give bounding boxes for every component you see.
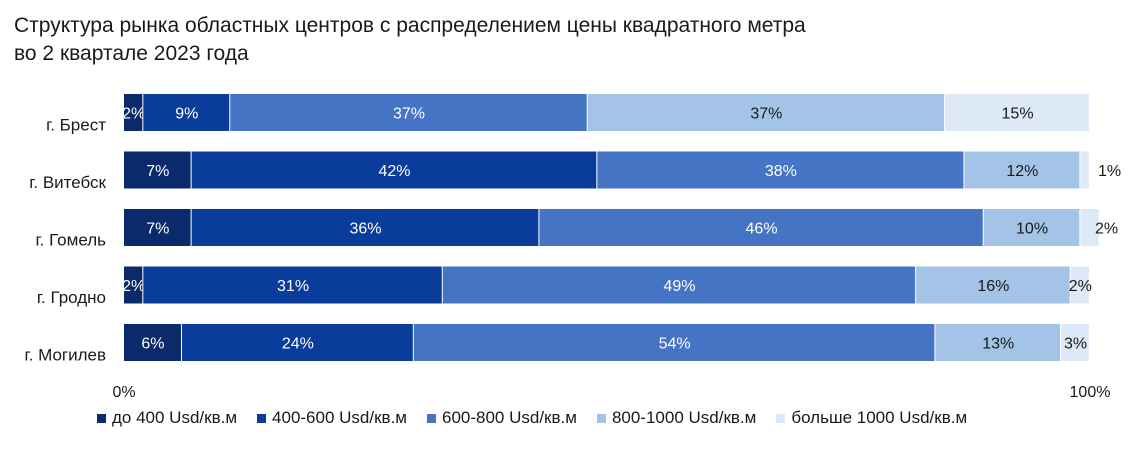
- category-label-0: г. Брест: [46, 116, 106, 135]
- data-label-0-2: 37%: [393, 106, 425, 123]
- data-label-3-2: 49%: [663, 278, 695, 295]
- legend-swatch-2: [426, 413, 436, 423]
- bar-segment-1-2: [597, 151, 964, 189]
- data-label-4-3: 13%: [982, 336, 1014, 353]
- data-label-0-4: 15%: [1002, 106, 1034, 123]
- bar-segment-3-2: [442, 266, 916, 304]
- data-label-3-3: 16%: [977, 278, 1009, 295]
- bar-segment-2-3: [983, 209, 1080, 246]
- data-label-0-1: 9%: [175, 106, 198, 123]
- chart-title-line-2: во 2 квартале 2023 года: [14, 42, 249, 65]
- legend-swatch-1: [257, 413, 267, 423]
- legend-item-2: 600-800 Usd/кв.м: [426, 408, 577, 428]
- legend-label-2: 600-800 Usd/кв.м: [441, 408, 577, 427]
- data-label-4-1: 24%: [282, 336, 314, 353]
- legend-item-3: 800-1000 Usd/кв.м: [596, 408, 757, 428]
- data-label-2-1: 36%: [349, 221, 381, 238]
- category-label-1: г. Витебск: [29, 173, 106, 192]
- bar-segment-3-3: [916, 266, 1070, 304]
- bar-segment-3-4: [1070, 266, 1089, 304]
- bar-segment-2-4: [1080, 209, 1099, 246]
- bar-segment-0-3: [587, 94, 945, 131]
- legend-swatch-4: [776, 413, 786, 423]
- data-label-2-2: 46%: [746, 221, 778, 238]
- legend-label-4: больше 1000 Usd/кв.м: [791, 408, 968, 427]
- legend-label-3: 800-1000 Usd/кв.м: [611, 408, 757, 427]
- data-label-4-2: 54%: [659, 336, 691, 353]
- data-label-3-1: 31%: [277, 278, 309, 295]
- legend-item-1: 400-600 Usd/кв.м: [257, 408, 407, 428]
- bar-segment-2-2: [539, 209, 983, 246]
- data-label-2-0: 7%: [146, 221, 169, 238]
- bar-segment-2-1: [191, 209, 539, 246]
- category-label-3: г. Гродно: [37, 288, 106, 307]
- bar-segment-2-0: [124, 209, 191, 246]
- legend-swatch-3: [596, 413, 606, 423]
- data-label-1-0: 7%: [146, 163, 169, 180]
- bar-segment-1-1: [191, 151, 597, 189]
- bar-segment-1-3: [964, 151, 1080, 189]
- bar-segment-4-0: [124, 324, 181, 361]
- data-label-3-4: 2%: [1069, 278, 1092, 295]
- data-label-4-0: 6%: [141, 336, 164, 353]
- chart-legend: до 400 Usd/кв.м 400-600 Usd/кв.м 600-800…: [97, 408, 967, 428]
- data-label-3-0: 2%: [122, 278, 145, 295]
- category-label-2: г. Гомель: [36, 231, 107, 250]
- chart-title: Структура рынка областных центров с расп…: [14, 12, 1014, 68]
- legend-swatch-0: [97, 413, 106, 423]
- data-label-1-3: 12%: [1006, 163, 1038, 180]
- bar-segment-1-4: [1080, 151, 1089, 189]
- data-label-1-2: 38%: [765, 163, 797, 180]
- bar-segment-0-0: [124, 94, 143, 131]
- bar-segment-4-1: [181, 324, 413, 361]
- data-label-4-4: 3%: [1064, 336, 1087, 353]
- legend-item-0: до 400 Usd/кв.м: [97, 408, 237, 428]
- category-label-4: г. Могилев: [25, 346, 106, 365]
- chart-title-line-1: Структура рынка областных центров с расп…: [14, 14, 806, 37]
- data-label-0-0: 2%: [122, 106, 145, 123]
- x-tick-label-1: 100%: [1070, 384, 1111, 401]
- legend-label-0: до 400 Usd/кв.м: [112, 408, 238, 427]
- bar-segment-0-4: [945, 94, 1089, 131]
- data-label-1-1: 42%: [378, 163, 410, 180]
- bar-segment-4-2: [413, 324, 935, 361]
- data-label-2-4: 2%: [1095, 221, 1118, 238]
- bar-segment-0-2: [230, 94, 587, 131]
- legend-item-4: больше 1000 Usd/кв.м: [776, 408, 967, 428]
- bar-segment-3-0: [124, 266, 143, 304]
- bar-segment-4-4: [1061, 324, 1089, 361]
- data-label-0-3: 37%: [750, 106, 782, 123]
- bar-segment-4-3: [935, 324, 1061, 361]
- legend-label-1: 400-600 Usd/кв.м: [272, 408, 407, 427]
- data-label-1-4: 1%: [1098, 163, 1121, 180]
- x-tick-label-0: 0%: [112, 384, 135, 401]
- data-label-2-3: 10%: [1016, 221, 1048, 238]
- bar-segment-0-1: [143, 94, 230, 131]
- bar-segment-3-1: [143, 266, 442, 304]
- bar-segment-1-0: [124, 151, 191, 189]
